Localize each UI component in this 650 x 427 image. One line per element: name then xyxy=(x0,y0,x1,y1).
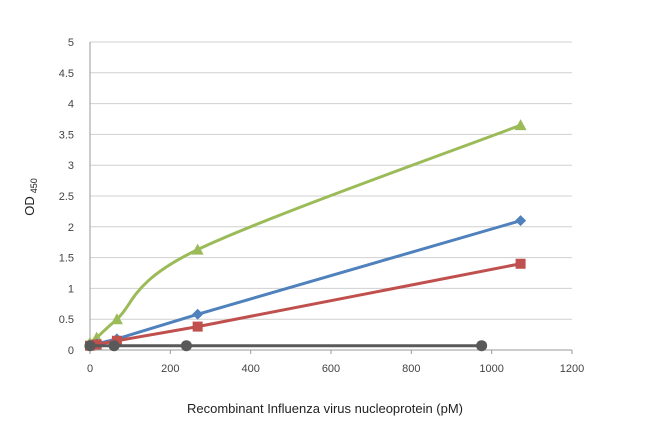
x-tick-label: 1200 xyxy=(560,363,584,375)
series-layer xyxy=(84,119,527,352)
series-circle xyxy=(84,340,488,352)
data-point-marker xyxy=(191,243,204,255)
series-line xyxy=(88,219,523,347)
data-point-marker xyxy=(192,308,204,320)
x-tick-label: 200 xyxy=(161,363,179,375)
data-point-marker xyxy=(476,340,488,352)
data-point-marker xyxy=(180,340,192,352)
series-diamond xyxy=(84,215,527,351)
data-point-marker xyxy=(108,340,120,352)
y-tick-label: 2 xyxy=(68,222,74,234)
data-point-marker xyxy=(84,340,96,352)
data-point-marker xyxy=(110,313,123,325)
grid-layer xyxy=(90,41,572,320)
y-tick-label: 1.5 xyxy=(59,253,74,265)
series-square xyxy=(85,258,526,351)
ticks-layer: 0 0.5 1 1.5 2 2.5 3 3.5 4 4.5 5 0 200 400 600 800 1000 12… xyxy=(59,37,585,375)
y-tick-label: 0 xyxy=(68,345,74,357)
y-tick-label: 0.5 xyxy=(59,314,74,326)
data-point-marker xyxy=(515,258,526,269)
series-triangle xyxy=(84,119,527,348)
data-point-marker xyxy=(111,335,122,346)
y-axis-title-subscript: 450 xyxy=(29,178,39,193)
x-tick-label: 0 xyxy=(87,363,93,375)
x-tick-label: 1000 xyxy=(479,363,503,375)
data-point-marker xyxy=(192,321,203,332)
x-tick-label: 400 xyxy=(241,363,259,375)
y-axis-title-main: OD xyxy=(22,196,37,216)
y-tick-label: 4 xyxy=(68,99,74,111)
data-point-marker xyxy=(514,119,527,131)
y-axis-title: OD 450 xyxy=(22,178,39,216)
x-tick-label: 800 xyxy=(402,363,420,375)
y-tick-label: 3 xyxy=(68,160,74,172)
y-tick-label: 1 xyxy=(68,283,74,295)
y-tick-label: 2.5 xyxy=(59,191,74,203)
x-axis-title: Recombinant Influenza virus nucleoprotei… xyxy=(187,401,463,416)
series-line xyxy=(88,123,523,345)
y-tick-label: 5 xyxy=(68,37,74,49)
x-tick-label: 600 xyxy=(322,363,340,375)
y-tick-label: 4.5 xyxy=(59,68,74,80)
y-tick-label: 3.5 xyxy=(59,129,74,141)
data-point-marker xyxy=(515,215,527,227)
axes-layer xyxy=(89,42,573,354)
